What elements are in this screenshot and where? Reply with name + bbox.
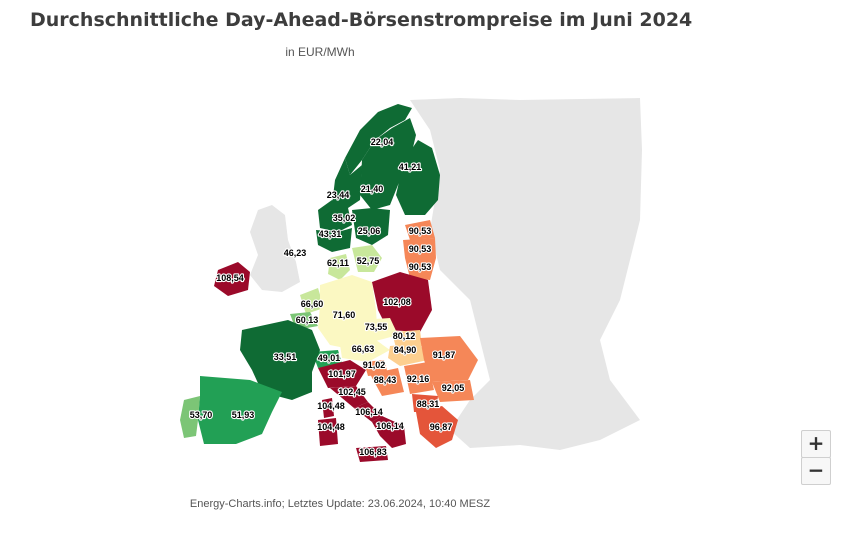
source-credit: Energy-Charts.info; Letztes Update: 23.0… [189, 498, 491, 510]
price-label: 41,21 [399, 162, 422, 172]
region-irland[interactable] [214, 262, 250, 296]
background-land [410, 98, 642, 450]
region-frankreich[interactable] [240, 320, 320, 400]
price-label: 62,11 [327, 258, 349, 268]
price-label: 90,53 [409, 262, 432, 272]
region-mittelnorwegen[interactable] [332, 158, 362, 210]
region-korsika-sardinien-nord[interactable] [322, 398, 334, 418]
price-label: 33,51 [274, 352, 297, 362]
price-label: 52,75 [357, 256, 380, 266]
price-label: 84,90 [394, 345, 417, 355]
price-label: 23,44 [327, 190, 350, 200]
region-mittelschweden[interactable] [352, 208, 390, 245]
price-label: 91,87 [433, 350, 456, 360]
price-label: 71,60 [333, 310, 356, 320]
price-label: 108,54 [216, 273, 244, 283]
price-label: 104,48 [317, 422, 345, 432]
region-slowakei[interactable] [392, 330, 422, 348]
region-serbien[interactable] [404, 362, 434, 394]
price-label: 73,55 [365, 322, 388, 332]
zoom-out-button[interactable]: − [801, 457, 831, 485]
region-westdaenemark[interactable] [328, 254, 350, 280]
region-niederlande[interactable] [300, 288, 324, 314]
region-schweiz[interactable] [312, 350, 342, 368]
region-tschechien[interactable] [358, 318, 398, 342]
price-label: 49,01 [318, 353, 341, 363]
price-label: 80,12 [393, 331, 416, 341]
region-finnland[interactable] [396, 140, 440, 215]
region-mittelnorditalien[interactable] [330, 386, 368, 408]
region-suednorwegen[interactable] [316, 228, 352, 252]
price-label: 104,48 [317, 401, 345, 411]
price-label: 102,45 [338, 387, 366, 397]
price-label: 53,70 [190, 410, 213, 420]
map-subtitle: in EUR/MWh [285, 45, 355, 59]
region-norditalien[interactable] [318, 360, 366, 388]
region-westnorwegen[interactable] [318, 200, 352, 232]
price-label: 35,02 [333, 213, 356, 223]
region-kroatien[interactable] [370, 368, 404, 396]
price-label: 106,83 [359, 447, 387, 457]
price-label: 92,16 [407, 374, 430, 384]
price-label: 101,97 [328, 369, 356, 379]
price-label: 96,87 [430, 422, 453, 432]
price-label: 66,63 [352, 344, 375, 354]
region-bulgarien[interactable] [432, 380, 474, 402]
region-sardinien[interactable] [318, 418, 338, 446]
region-suedschweden[interactable] [352, 245, 382, 272]
price-label: 91,02 [363, 360, 386, 370]
region-portugal[interactable] [180, 396, 200, 438]
region-polen[interactable] [372, 272, 432, 332]
region-ungarn[interactable] [388, 344, 428, 366]
region-mittelsueditalien[interactable] [354, 402, 382, 422]
price-label: 88,31 [417, 399, 440, 409]
map-title: Durchschnittliche Day-Ahead-Börsenstromp… [30, 9, 693, 31]
price-label: 51,93 [232, 410, 255, 420]
background-land-uk [250, 205, 300, 292]
region-sizilien[interactable] [356, 446, 388, 462]
region-rumaenien[interactable] [420, 336, 478, 382]
price-label: 22,04 [371, 137, 394, 147]
price-label: 88,43 [374, 375, 397, 385]
zoom-in-button[interactable]: + [801, 430, 831, 458]
price-label: 66,60 [301, 299, 324, 309]
region-nordschweden[interactable] [360, 118, 416, 210]
region-nordmazedonien[interactable] [412, 394, 438, 412]
price-label: 60,13 [296, 315, 319, 325]
price-label: 90,53 [409, 244, 432, 254]
price-label: 106,14 [376, 421, 404, 431]
price-label: 21,40 [361, 184, 384, 194]
region-litauen[interactable] [405, 258, 436, 280]
region-sueditalien[interactable] [372, 416, 406, 448]
region-griechenland[interactable] [416, 406, 458, 448]
price-label: 92,05 [442, 383, 465, 393]
region-estland[interactable] [405, 220, 435, 240]
region-oesterreich[interactable] [340, 340, 390, 362]
region-nordnorwegen[interactable] [345, 104, 412, 175]
price-label: 43,31 [319, 229, 342, 239]
price-label: 46,23 [284, 248, 307, 258]
price-label: 25,06 [358, 226, 381, 236]
price-label: 106,14 [355, 407, 383, 417]
region-lettland[interactable] [403, 238, 436, 258]
price-label: 102,08 [383, 297, 411, 307]
price-label: 90,53 [409, 226, 432, 236]
region-spanien[interactable] [198, 376, 282, 444]
